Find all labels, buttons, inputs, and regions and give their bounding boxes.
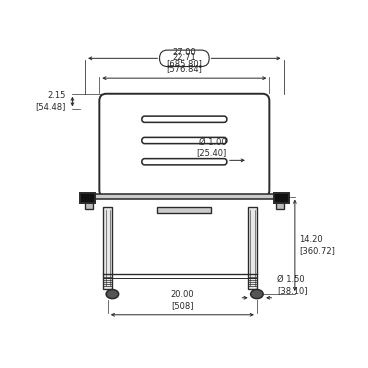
Bar: [158, 206, 211, 213]
Text: Ø 1.50
[38.10]: Ø 1.50 [38.10]: [277, 275, 308, 295]
Bar: [248, 207, 257, 289]
Text: Ø 1.00
[25.40]: Ø 1.00 [25.40]: [197, 137, 227, 158]
Text: 27.00
[685.80]: 27.00 [685.80]: [166, 48, 202, 68]
Ellipse shape: [106, 290, 118, 298]
FancyBboxPatch shape: [160, 50, 209, 67]
Bar: [276, 193, 283, 209]
FancyBboxPatch shape: [99, 94, 269, 197]
Bar: [103, 207, 112, 289]
FancyBboxPatch shape: [142, 159, 227, 165]
Text: 2.15
[54.48]: 2.15 [54.48]: [35, 92, 66, 112]
Text: 20.00
[508]: 20.00 [508]: [170, 290, 194, 311]
FancyBboxPatch shape: [142, 137, 227, 144]
Bar: [273, 192, 289, 204]
Bar: [79, 192, 95, 204]
FancyBboxPatch shape: [142, 116, 227, 123]
Ellipse shape: [251, 290, 263, 298]
Bar: [85, 193, 93, 209]
Bar: [85, 194, 283, 199]
Text: 14.20
[360.72]: 14.20 [360.72]: [299, 235, 335, 255]
Text: 22.71
[576.84]: 22.71 [576.84]: [166, 53, 202, 73]
